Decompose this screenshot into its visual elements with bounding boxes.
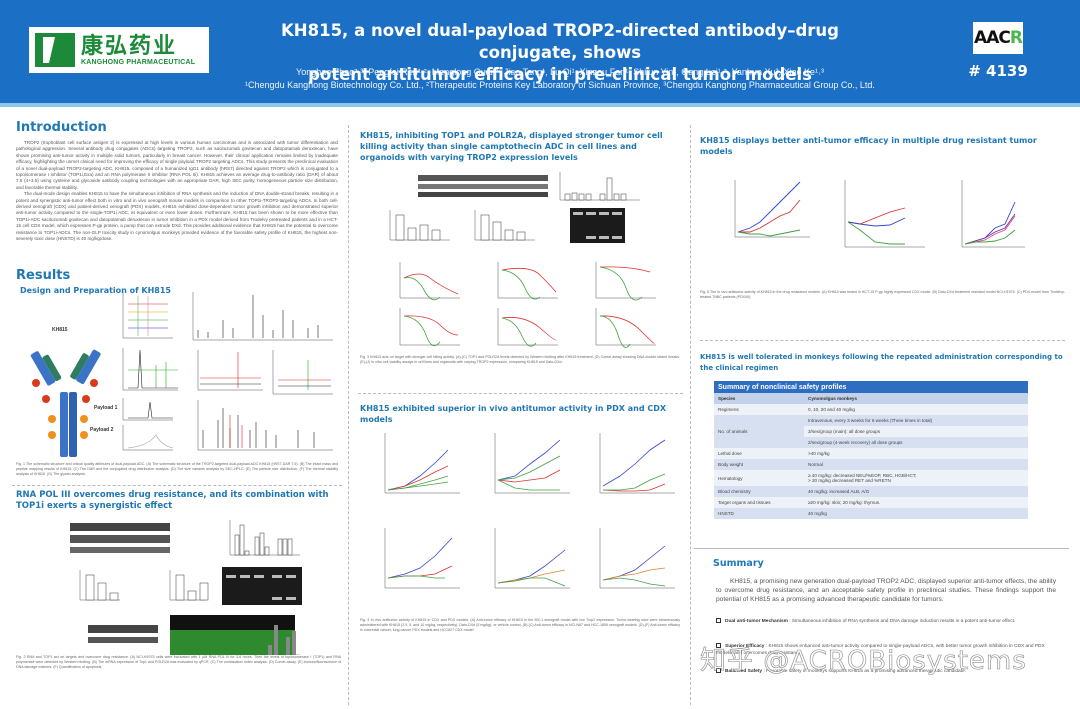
affiliations: ¹Chengdu Kanghong Biotechnology Co. Ltd.… xyxy=(245,80,875,90)
logo-chinese-name: 康弘药业 xyxy=(81,33,178,59)
table-header-cell: Species xyxy=(714,393,804,404)
figure1-caption: Fig. 1 The schematic structure and criti… xyxy=(16,462,338,477)
safety-profile-table: Summary of nonclinical safety profiles S… xyxy=(714,381,1028,519)
pdx-cdx-heading: KH815 exhibited superior in vivo antitum… xyxy=(360,404,667,424)
logo-english-name: KANGHONG PHARMACEUTICAL xyxy=(81,58,196,66)
pdx-cdx-tumor-growth-charts xyxy=(384,433,675,589)
design-characterization-charts xyxy=(122,292,333,451)
table-row: No. of animals Intravenous, every 3 weeks… xyxy=(714,415,1028,448)
figure3-caption: Fig. 3 KH815 acts on target with stronge… xyxy=(360,355,680,365)
summary-bullet: Superior Efficacy : KH815 shows enhanced… xyxy=(716,643,1045,656)
drug-resistant-tumor-charts xyxy=(734,180,1025,248)
table-row: Regimens 0, 10, 20 and 40 mg/kg xyxy=(714,404,1028,415)
section-divider xyxy=(700,340,1065,341)
table-header-cell: Cynomolgus monkeys xyxy=(804,393,1028,404)
figure2-caption: Fig. 2 RNA and TOP1 act on targets and o… xyxy=(16,655,341,670)
summary-bullet: Dual anti-tumor Mechanism : Simultaneous… xyxy=(716,618,1056,625)
title-line-2: potent antitumor efficacy in pre-clinica… xyxy=(308,65,812,84)
figure4-caption: Fig. 4 In vivo antitumor activity of KH8… xyxy=(360,618,680,633)
summary-bullet: Balanced Safety : Favorable safety in mo… xyxy=(716,668,1056,675)
rna-pol-figures xyxy=(70,520,302,655)
cell-killing-figures xyxy=(389,172,656,348)
kanghong-logo: 康弘药业 KANGHONG PHARMACEUTICAL xyxy=(29,27,209,73)
column-divider xyxy=(348,125,349,705)
table-row: Target organs and tissues ≥20 mg/kg: skin… xyxy=(714,497,1028,508)
introduction-text: TROP2 (trophoblast cell surface antigen … xyxy=(16,140,338,242)
author-block: Yonghao Zhao²˒³, Pengfei Ren¹˒², Menglon… xyxy=(240,66,880,92)
checkbox-icon xyxy=(716,618,721,624)
table-row: Blood chemistry 40 mg/kg: increased ALB, … xyxy=(714,486,1028,497)
column-divider xyxy=(690,125,691,705)
zhihu-watermark: 知乎 @ACROBiosystems xyxy=(700,646,1027,677)
section-divider xyxy=(12,485,342,486)
poster-title: KH815, a novel dual-payload TROP2-direct… xyxy=(240,20,880,86)
section-divider xyxy=(694,548,1069,549)
checkbox-icon xyxy=(716,643,721,649)
table-title: Summary of nonclinical safety profiles xyxy=(714,381,1028,393)
abstract-number: # 4139 xyxy=(968,62,1028,80)
aacr-logo: AAC R xyxy=(973,22,1023,54)
summary-text: KH815, a promising new generation dual-p… xyxy=(716,578,1056,603)
kanghong-logo-mark-icon xyxy=(35,33,75,67)
drug-resistant-heading: KH815 displays better anti-tumor efficac… xyxy=(700,136,1037,156)
introduction-heading: Introduction xyxy=(16,120,107,135)
title-line-1: KH815, a novel dual-payload TROP2-direct… xyxy=(281,21,839,62)
table-row: 2/sex/group (4-week recovery) all dose g… xyxy=(714,437,1028,448)
poster-header: 康弘药业 KANGHONG PHARMACEUTICAL KH815, a no… xyxy=(0,0,1080,103)
top1-polr2a-heading: KH815, inhibiting TOP1 and POLR2A, displ… xyxy=(360,131,663,162)
section-divider xyxy=(358,393,683,394)
checkbox-icon xyxy=(716,668,721,674)
rna-pol-heading: RNA POL III overcomes drug resistance, a… xyxy=(16,490,329,511)
table-row: 3/sex/group (main): all dose groups xyxy=(714,426,1028,437)
figure5-caption: Fig. 5 The in vivo antitumor activity of… xyxy=(700,290,1065,300)
antibody-schematic: KH815 Payload 1 Payload 2 xyxy=(22,327,117,467)
header-stripe xyxy=(0,103,1080,107)
results-heading: Results xyxy=(16,268,71,283)
table-row: HNSTD 40 mg/kg xyxy=(714,508,1028,519)
tolerance-heading: KH815 is well tolerated in monkeys follo… xyxy=(700,353,1063,372)
table-row: Body weight Normal xyxy=(714,459,1028,470)
design-heading: Design and Preparation of KH815 xyxy=(20,286,171,295)
table-row: Hematology ≥ 40 mg/kg: decreased NEU/%EOP… xyxy=(714,470,1028,486)
summary-heading: Summary xyxy=(713,558,764,569)
table-row: Lethal dose >40 mg/kg xyxy=(714,448,1028,459)
authors: Yonghao Zhao²˒³, Pengfei Ren¹˒², Menglon… xyxy=(296,67,824,77)
